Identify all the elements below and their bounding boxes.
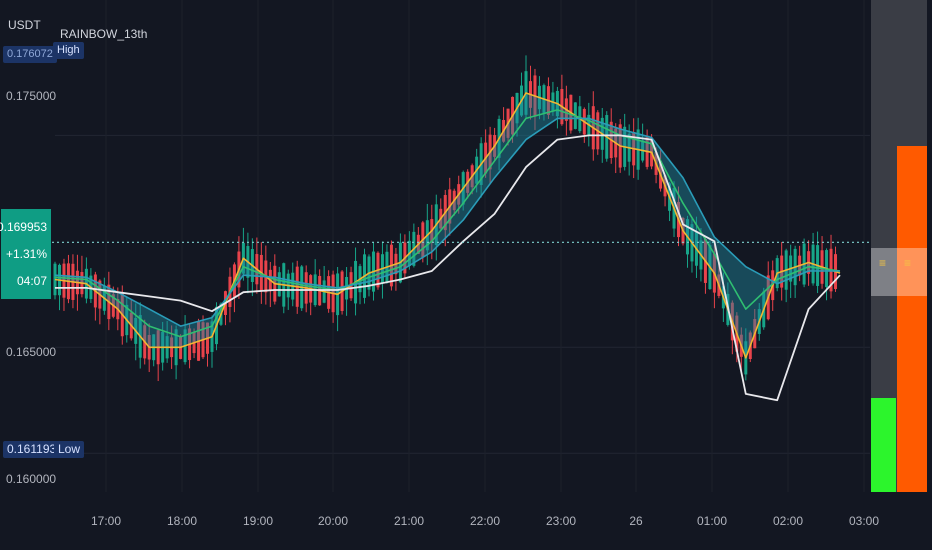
- ribbon-fill: [55, 93, 840, 358]
- rainbow-ribbons: [54, 92, 841, 402]
- series-line-2: [54, 117, 840, 327]
- y-tick-label: 0.175000: [6, 89, 57, 103]
- series-line-0: [54, 92, 841, 359]
- y-tick-label: 0.165000: [6, 345, 57, 359]
- x-tick-label: 23:00: [545, 514, 577, 528]
- y-tick-label: 0.160000: [6, 472, 57, 486]
- x-tick-label: 02:00: [772, 514, 804, 528]
- series-line-1: [54, 109, 841, 338]
- x-tick-label: 17:00: [90, 514, 122, 528]
- x-tick-label: 18:00: [166, 514, 198, 528]
- x-tick-label: 03:00: [848, 514, 880, 528]
- series-line-3: [55, 134, 841, 402]
- top-price-badge: 0.176072: [3, 46, 57, 63]
- grid: [55, 0, 870, 492]
- x-tick-label: 26: [629, 514, 643, 528]
- symbol-label: USDT: [8, 18, 41, 32]
- low-value-badge: 0.161193: [3, 441, 61, 458]
- low-badge: Low: [54, 441, 85, 458]
- price-marker-icon: ≡: [904, 256, 911, 270]
- current-zone-highlight: [871, 248, 927, 296]
- candle: [53, 263, 57, 296]
- current-price-tag: 0.169953 +1.31% 04:07: [0, 209, 51, 299]
- x-tick-label: 20:00: [317, 514, 349, 528]
- high-badge: High: [53, 42, 84, 59]
- x-tick-label: 21:00: [393, 514, 425, 528]
- x-tick-label: 22:00: [469, 514, 501, 528]
- sell-volume-bar: [897, 146, 927, 492]
- x-tick-label: 01:00: [696, 514, 728, 528]
- countdown: 04:07: [16, 274, 47, 289]
- price-change: +1.31%: [5, 246, 47, 261]
- x-tick-label: 19:00: [242, 514, 274, 528]
- buy-volume-bar: [871, 398, 896, 492]
- current-price-value: 0.169953: [0, 219, 47, 234]
- price-marker-icon: ≡: [879, 256, 886, 270]
- indicator-label: RAINBOW_13th: [60, 27, 148, 41]
